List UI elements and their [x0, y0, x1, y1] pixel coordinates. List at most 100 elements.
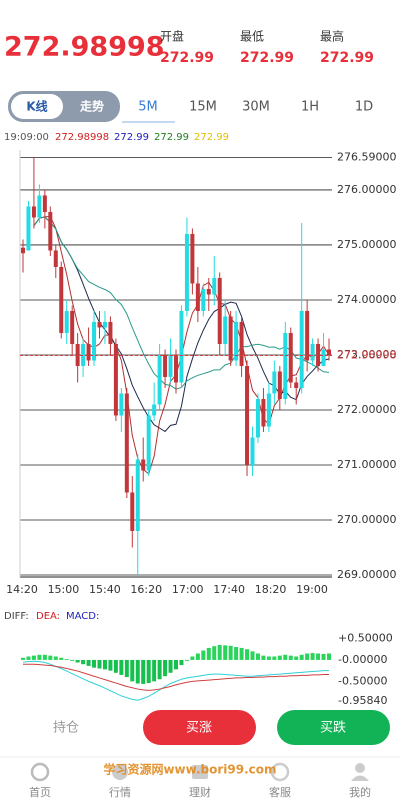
macd-bar: [141, 659, 146, 684]
buy-up-button[interactable]: [143, 710, 256, 745]
macd-bar: [86, 659, 91, 666]
candle-body: [130, 492, 135, 531]
candle-body: [26, 206, 31, 251]
macd-bar: [48, 655, 53, 660]
candle-body: [321, 349, 326, 366]
macd-bar: [266, 656, 271, 660]
candle-body: [37, 195, 42, 218]
macd-bar: [299, 654, 304, 660]
candle-body: [239, 321, 244, 366]
candle-body: [42, 195, 47, 212]
macd-bar: [124, 659, 129, 678]
macd-bar: [135, 659, 140, 684]
macd-bar: [217, 644, 222, 660]
candle-body: [206, 288, 211, 295]
macd-tick-label: +0.50000: [338, 632, 393, 645]
candle-body: [261, 398, 266, 427]
macd-bar: [195, 653, 200, 660]
period-tab[interactable]: 5M: [138, 100, 158, 115]
info-value: 272.99: [154, 132, 189, 143]
info-time: 19:09:00: [4, 132, 49, 143]
macd-bar: [53, 656, 58, 660]
macd-bar: [81, 659, 86, 665]
macd-bar: [75, 659, 80, 663]
stat-value: 272.99: [320, 50, 374, 66]
macd-bar: [119, 659, 124, 675]
nav-item[interactable]: 行情: [109, 786, 131, 799]
buy-down-label[interactable]: 买跌: [320, 720, 346, 736]
macd-bar: [283, 654, 288, 660]
macd-bar: [97, 659, 102, 669]
nav-item[interactable]: 首页: [29, 785, 51, 799]
candle-body: [48, 211, 53, 251]
macd-bar: [245, 649, 250, 660]
candle-body: [21, 247, 25, 254]
macd-bar: [250, 651, 255, 660]
nav-icon[interactable]: [192, 765, 208, 779]
macd-bar: [59, 657, 64, 660]
candle-body: [310, 343, 315, 361]
buy-up-label[interactable]: 买涨: [186, 721, 212, 736]
candle-body: [152, 404, 157, 416]
macd-bar: [239, 647, 244, 660]
y-tick-label: 270.00000: [337, 513, 397, 526]
x-tick-label: 14:20: [6, 583, 38, 596]
y-tick-label: 275.00000: [337, 238, 397, 251]
period-tab[interactable]: 1H: [301, 100, 319, 115]
nav-icon[interactable]: [351, 775, 369, 782]
macd-bar: [206, 647, 211, 660]
info-value: 272.98998: [55, 132, 109, 143]
candle-body: [53, 250, 58, 267]
nav-item[interactable]: 理财: [189, 785, 211, 799]
candle-body: [245, 365, 250, 465]
candle-body: [288, 332, 293, 383]
candle-body: [305, 310, 310, 361]
buy-down-button[interactable]: [277, 710, 390, 745]
macd-legend: MACD:: [66, 611, 99, 622]
candle-body: [277, 371, 282, 399]
macd-bar: [272, 656, 277, 660]
macd-tick-label: -0.00000: [338, 653, 387, 666]
candle-body: [316, 343, 321, 366]
y-tick-label: 273.00000: [337, 348, 397, 361]
candle-body: [75, 343, 80, 366]
toggle-active[interactable]: [11, 94, 63, 119]
nav-icon[interactable]: [270, 762, 290, 782]
period-tab[interactable]: 15M: [189, 100, 217, 115]
nav-icon[interactable]: [355, 763, 365, 773]
candle-body: [124, 393, 129, 493]
toggle-trend[interactable]: 走势: [80, 99, 104, 114]
stat-value: 272.99: [160, 50, 214, 66]
macd-bar: [92, 659, 97, 668]
nav-icon[interactable]: [30, 762, 50, 782]
dea-line: [23, 663, 329, 691]
position-button[interactable]: 持仓: [53, 721, 79, 736]
macd-bar: [255, 653, 260, 660]
candle-body: [119, 393, 124, 416]
candle-body: [163, 354, 168, 377]
period-tab[interactable]: 1D: [355, 100, 373, 115]
candle-body: [31, 206, 36, 218]
candle-body: [283, 332, 288, 399]
macd-tick-label: -0.95840: [338, 694, 387, 707]
candle-body: [195, 283, 200, 311]
toggle-kline[interactable]: K线: [26, 99, 47, 114]
macd-bar: [327, 653, 331, 660]
candle-body: [81, 343, 86, 366]
candle-body: [255, 398, 260, 438]
candle-body: [228, 316, 233, 361]
nav-item[interactable]: 我的: [349, 785, 371, 799]
nav-icon[interactable]: [112, 764, 128, 780]
watermark: 学习资源网www.bori99.com: [103, 762, 276, 777]
y-tick-label: 276.59000: [337, 151, 397, 164]
period-tab[interactable]: 30M: [242, 100, 270, 115]
nav-item[interactable]: 客服: [269, 785, 291, 799]
x-tick-label: 15:00: [48, 583, 80, 596]
candle-body: [92, 321, 97, 361]
candle-body: [179, 310, 184, 383]
macd-bar: [174, 659, 178, 670]
macd-bar: [305, 653, 310, 660]
x-tick-label: 18:20: [255, 583, 287, 596]
macd-bar: [201, 650, 206, 660]
x-tick-label: 19:00: [296, 583, 328, 596]
